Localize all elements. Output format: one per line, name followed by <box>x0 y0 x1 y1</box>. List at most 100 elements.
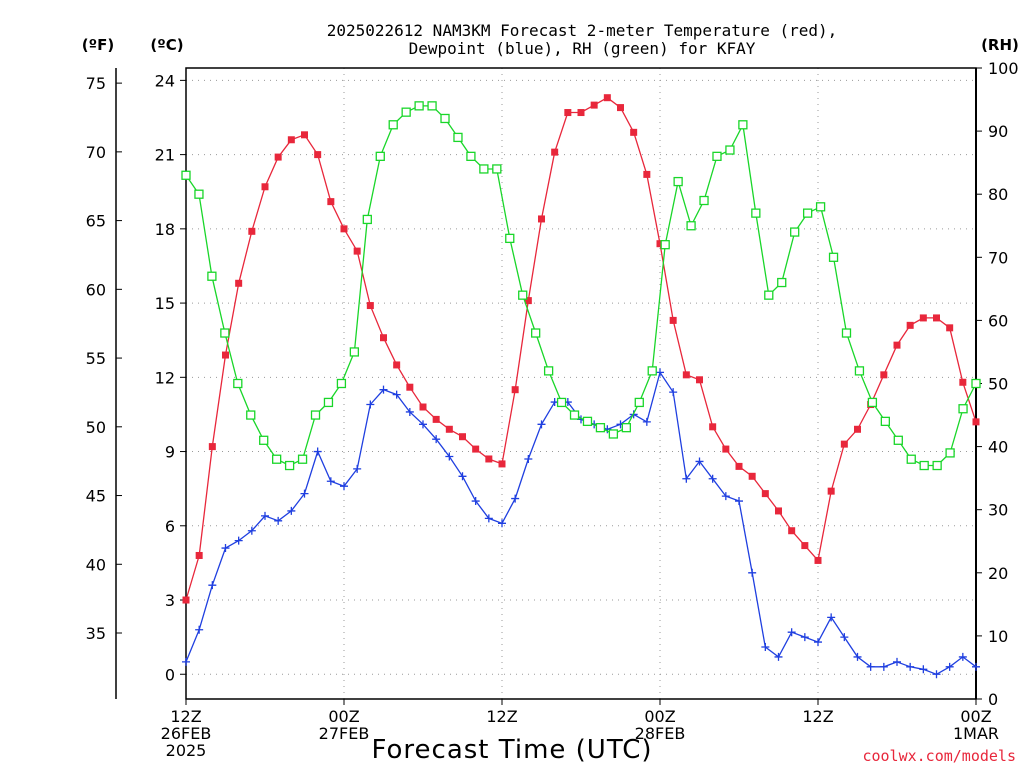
rh-tick-label: 100 <box>988 59 1019 78</box>
rh-point <box>621 423 631 433</box>
temperature-point <box>933 314 940 322</box>
temperature-point <box>340 225 348 233</box>
temperature-point <box>472 445 480 453</box>
temperature-point <box>406 383 414 391</box>
dewpoint-point <box>682 474 691 483</box>
temperature-point <box>485 455 493 463</box>
dewpoint-point <box>524 454 533 463</box>
dewpoint-point <box>392 390 401 399</box>
rh-point <box>751 208 761 218</box>
rh-point <box>971 378 981 389</box>
rh-point <box>712 151 722 161</box>
dewpoint-point <box>537 420 546 429</box>
x-tick-label: 2025 <box>166 741 207 760</box>
x-tick-label: 28FEB <box>635 724 686 743</box>
rh-point <box>608 429 619 439</box>
rh-point <box>790 227 800 237</box>
credit-text: coolwx.com/models <box>862 747 1016 765</box>
x-tick-label: 27FEB <box>319 724 370 743</box>
temperature-point <box>946 324 954 332</box>
dewpoint-point <box>787 628 796 637</box>
celsius-tick-label: 21 <box>155 146 175 165</box>
dewpoint-point <box>261 511 269 520</box>
rh-point <box>569 410 580 420</box>
temperature-point <box>814 556 822 564</box>
chart-title-line2: Dewpoint (blue), RH (green) for KFAY <box>409 39 756 58</box>
rh-point <box>854 366 865 376</box>
temperature-point <box>577 109 585 117</box>
series-temperature <box>182 94 980 604</box>
temperature-point <box>208 443 216 451</box>
rh-tick-label: 90 <box>988 122 1008 141</box>
temperature-point <box>419 403 427 411</box>
temperature-point <box>722 445 730 453</box>
rh-point <box>207 271 217 281</box>
rh-point <box>556 397 567 408</box>
dewpoint-point <box>379 385 388 394</box>
dewpoint-point <box>195 625 204 634</box>
temperature-point <box>445 425 453 433</box>
dewpoint-point <box>340 482 348 491</box>
temperature-point <box>261 183 269 191</box>
dewpoint-point <box>642 417 651 426</box>
dewpoint-point <box>893 657 901 666</box>
dewpoint-point <box>287 506 296 515</box>
temperature-point <box>327 198 335 206</box>
dewpoint-point <box>419 420 427 429</box>
dewpoint-point <box>208 581 217 590</box>
temperature-point <box>301 131 308 139</box>
rh-point <box>828 252 839 262</box>
celsius-tick-label: 24 <box>155 71 175 90</box>
temperature-point <box>630 128 638 136</box>
plot-frame <box>185 67 977 700</box>
temperature-point <box>840 440 848 448</box>
temperature-point <box>274 153 282 161</box>
dewpoint-point <box>721 492 730 501</box>
dewpoint-point <box>840 633 849 642</box>
x-axis-label: Forecast Time (UTC) <box>371 735 652 765</box>
temperature-point <box>248 227 256 235</box>
dewpoint-point <box>405 407 414 416</box>
temperature-point <box>709 423 717 431</box>
axes <box>115 67 982 705</box>
temperature-point <box>959 378 967 386</box>
temperature-point <box>380 334 387 342</box>
rh-point <box>686 221 696 231</box>
temperature-point <box>906 321 914 329</box>
rh-point <box>233 378 243 389</box>
rh-point <box>543 366 554 376</box>
temperature-point <box>893 341 901 349</box>
dewpoint-point <box>221 544 230 553</box>
rh-point <box>880 416 890 427</box>
dewpoint-point <box>366 400 375 409</box>
tick-labels: 0 3 6 9 12 15 18 21 24 35 40 45 50 55 60 65 70 75 0 10 20 30 4… <box>86 59 1019 760</box>
rh-point <box>272 454 282 464</box>
fahrenheit-tick-label: 60 <box>86 280 106 299</box>
dewpoint-point <box>853 652 862 661</box>
rh-point <box>802 208 813 218</box>
temperature-point <box>761 490 769 498</box>
temperature-point <box>432 415 440 423</box>
rh-point <box>259 435 269 445</box>
dewpoint-point <box>353 464 362 473</box>
x-tick-label: 00Z <box>328 707 359 726</box>
rh-line <box>185 105 977 467</box>
rh-point <box>323 397 334 408</box>
x-tick-label: 12Z <box>170 707 201 726</box>
rh-point <box>582 416 593 427</box>
rh-point <box>725 145 735 155</box>
dewpoint-point <box>326 477 335 486</box>
rh-unit-label: (RH) <box>981 36 1019 54</box>
x-tick-label: 26FEB <box>161 724 212 743</box>
x-tick-label: 00Z <box>644 707 675 726</box>
dewpoint-point <box>814 638 822 647</box>
rh-point <box>505 233 515 244</box>
temperature-point <box>511 386 519 394</box>
temperature-point <box>801 542 809 550</box>
fahrenheit-tick-label: 75 <box>86 74 106 93</box>
x-tick-label: 12Z <box>486 707 517 726</box>
fahrenheit-unit-label: (ºF) <box>82 36 114 54</box>
dewpoint-point <box>906 662 915 671</box>
rh-point <box>375 151 385 161</box>
rh-point <box>466 151 476 161</box>
